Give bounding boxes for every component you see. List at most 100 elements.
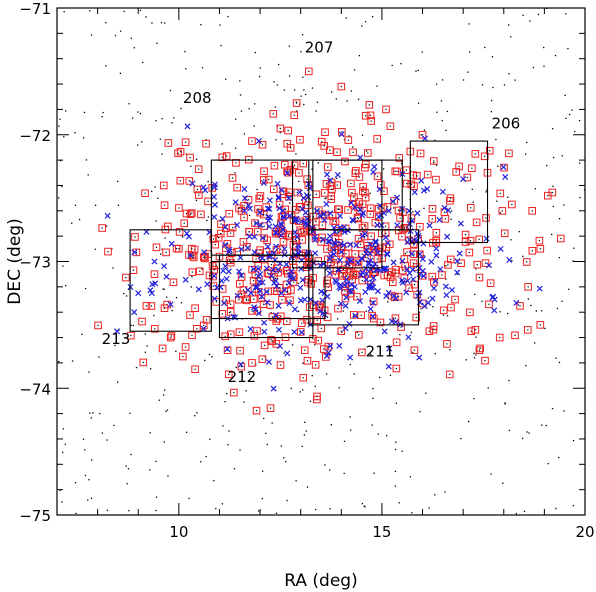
square-center-dot	[370, 120, 372, 122]
cross-marker	[337, 240, 344, 247]
background-dot	[343, 138, 346, 141]
y-tick-label: −75	[19, 507, 51, 525]
background-dot	[159, 138, 162, 140]
square-center-dot	[478, 238, 480, 240]
background-dot	[369, 353, 372, 356]
background-dot	[243, 401, 245, 403]
square-center-dot	[446, 343, 448, 345]
cross-marker	[336, 224, 344, 231]
square-marker	[366, 204, 375, 213]
square-center-dot	[301, 239, 303, 241]
background-dot	[283, 352, 285, 354]
square-marker	[341, 157, 349, 166]
square-marker	[191, 365, 199, 374]
square-outline	[364, 149, 372, 157]
square-outline	[498, 207, 507, 215]
background-dot	[233, 468, 236, 470]
square-outline	[323, 279, 331, 288]
background-dot	[275, 139, 277, 141]
square-outline	[400, 224, 409, 232]
square-marker	[264, 175, 273, 184]
cross-marker	[337, 281, 344, 288]
square-outline	[536, 321, 545, 329]
square-outline	[253, 327, 261, 335]
cross-marker	[275, 195, 282, 202]
background-dot	[276, 84, 278, 86]
square-center-dot	[228, 373, 230, 375]
square-center-dot	[412, 174, 414, 176]
background-dot	[74, 482, 77, 484]
cross-marker	[241, 207, 248, 214]
background-dot	[151, 22, 153, 24]
square-center-dot	[163, 184, 165, 187]
background-dot	[83, 111, 86, 114]
cross-marker	[344, 280, 351, 287]
square-center-dot	[395, 367, 397, 370]
cross-marker	[182, 276, 189, 283]
square-outline	[353, 292, 361, 301]
field-box	[210, 260, 326, 320]
square-center-dot	[188, 180, 190, 182]
square-marker	[239, 238, 248, 246]
cross-marker	[406, 221, 413, 228]
background-dot	[302, 76, 304, 78]
background-dot	[157, 197, 159, 200]
square-marker	[303, 356, 312, 365]
square-center-dot	[419, 226, 421, 228]
square-marker	[314, 336, 323, 345]
background-dot	[497, 165, 499, 167]
background-dot	[163, 441, 165, 443]
background-dot	[421, 51, 423, 53]
cross-marker	[268, 272, 275, 280]
background-dot	[165, 410, 167, 413]
square-center-dot	[449, 200, 451, 202]
cross-marker	[421, 135, 429, 142]
cross-marker	[246, 205, 253, 212]
square-marker	[226, 300, 235, 309]
background-dot	[62, 451, 64, 454]
background-dot	[361, 134, 364, 136]
square-center-dot	[183, 222, 185, 224]
background-dot	[190, 286, 192, 288]
square-center-dot	[239, 350, 241, 352]
background-dot	[113, 424, 115, 427]
square-outline	[299, 373, 307, 382]
square-center-dot	[331, 188, 333, 190]
square-marker	[428, 205, 437, 213]
background-dot	[65, 284, 67, 287]
cross-marker	[276, 205, 283, 212]
cross-marker	[224, 346, 231, 353]
square-center-dot	[364, 235, 366, 238]
square-outline	[511, 331, 519, 340]
cross-marker	[263, 288, 270, 295]
square-outline	[345, 257, 354, 265]
square-center-dot	[410, 217, 413, 219]
square-center-dot	[519, 305, 521, 307]
background-dot	[410, 331, 413, 334]
square-marker	[338, 271, 346, 280]
field-boxes-layer	[129, 140, 489, 339]
background-dot	[460, 437, 462, 440]
cross-marker	[226, 246, 233, 253]
square-center-dot	[248, 231, 250, 233]
square-center-dot	[134, 236, 136, 238]
square-marker	[362, 160, 370, 169]
background-dot	[286, 499, 288, 502]
square-outline	[467, 327, 476, 336]
square-center-dot	[382, 207, 384, 209]
square-outline	[425, 327, 434, 335]
square-outline	[432, 228, 441, 237]
square-center-dot	[263, 179, 265, 181]
background-dot	[526, 431, 528, 433]
square-outline	[500, 163, 508, 172]
background-dot	[215, 507, 217, 510]
cross-marker	[404, 277, 411, 284]
background-dot	[158, 399, 160, 401]
square-marker	[373, 135, 381, 143]
background-dot	[303, 89, 305, 91]
cross-marker	[232, 199, 239, 206]
square-outline	[524, 283, 532, 291]
square-outline	[508, 200, 516, 209]
cross-marker	[325, 238, 332, 245]
